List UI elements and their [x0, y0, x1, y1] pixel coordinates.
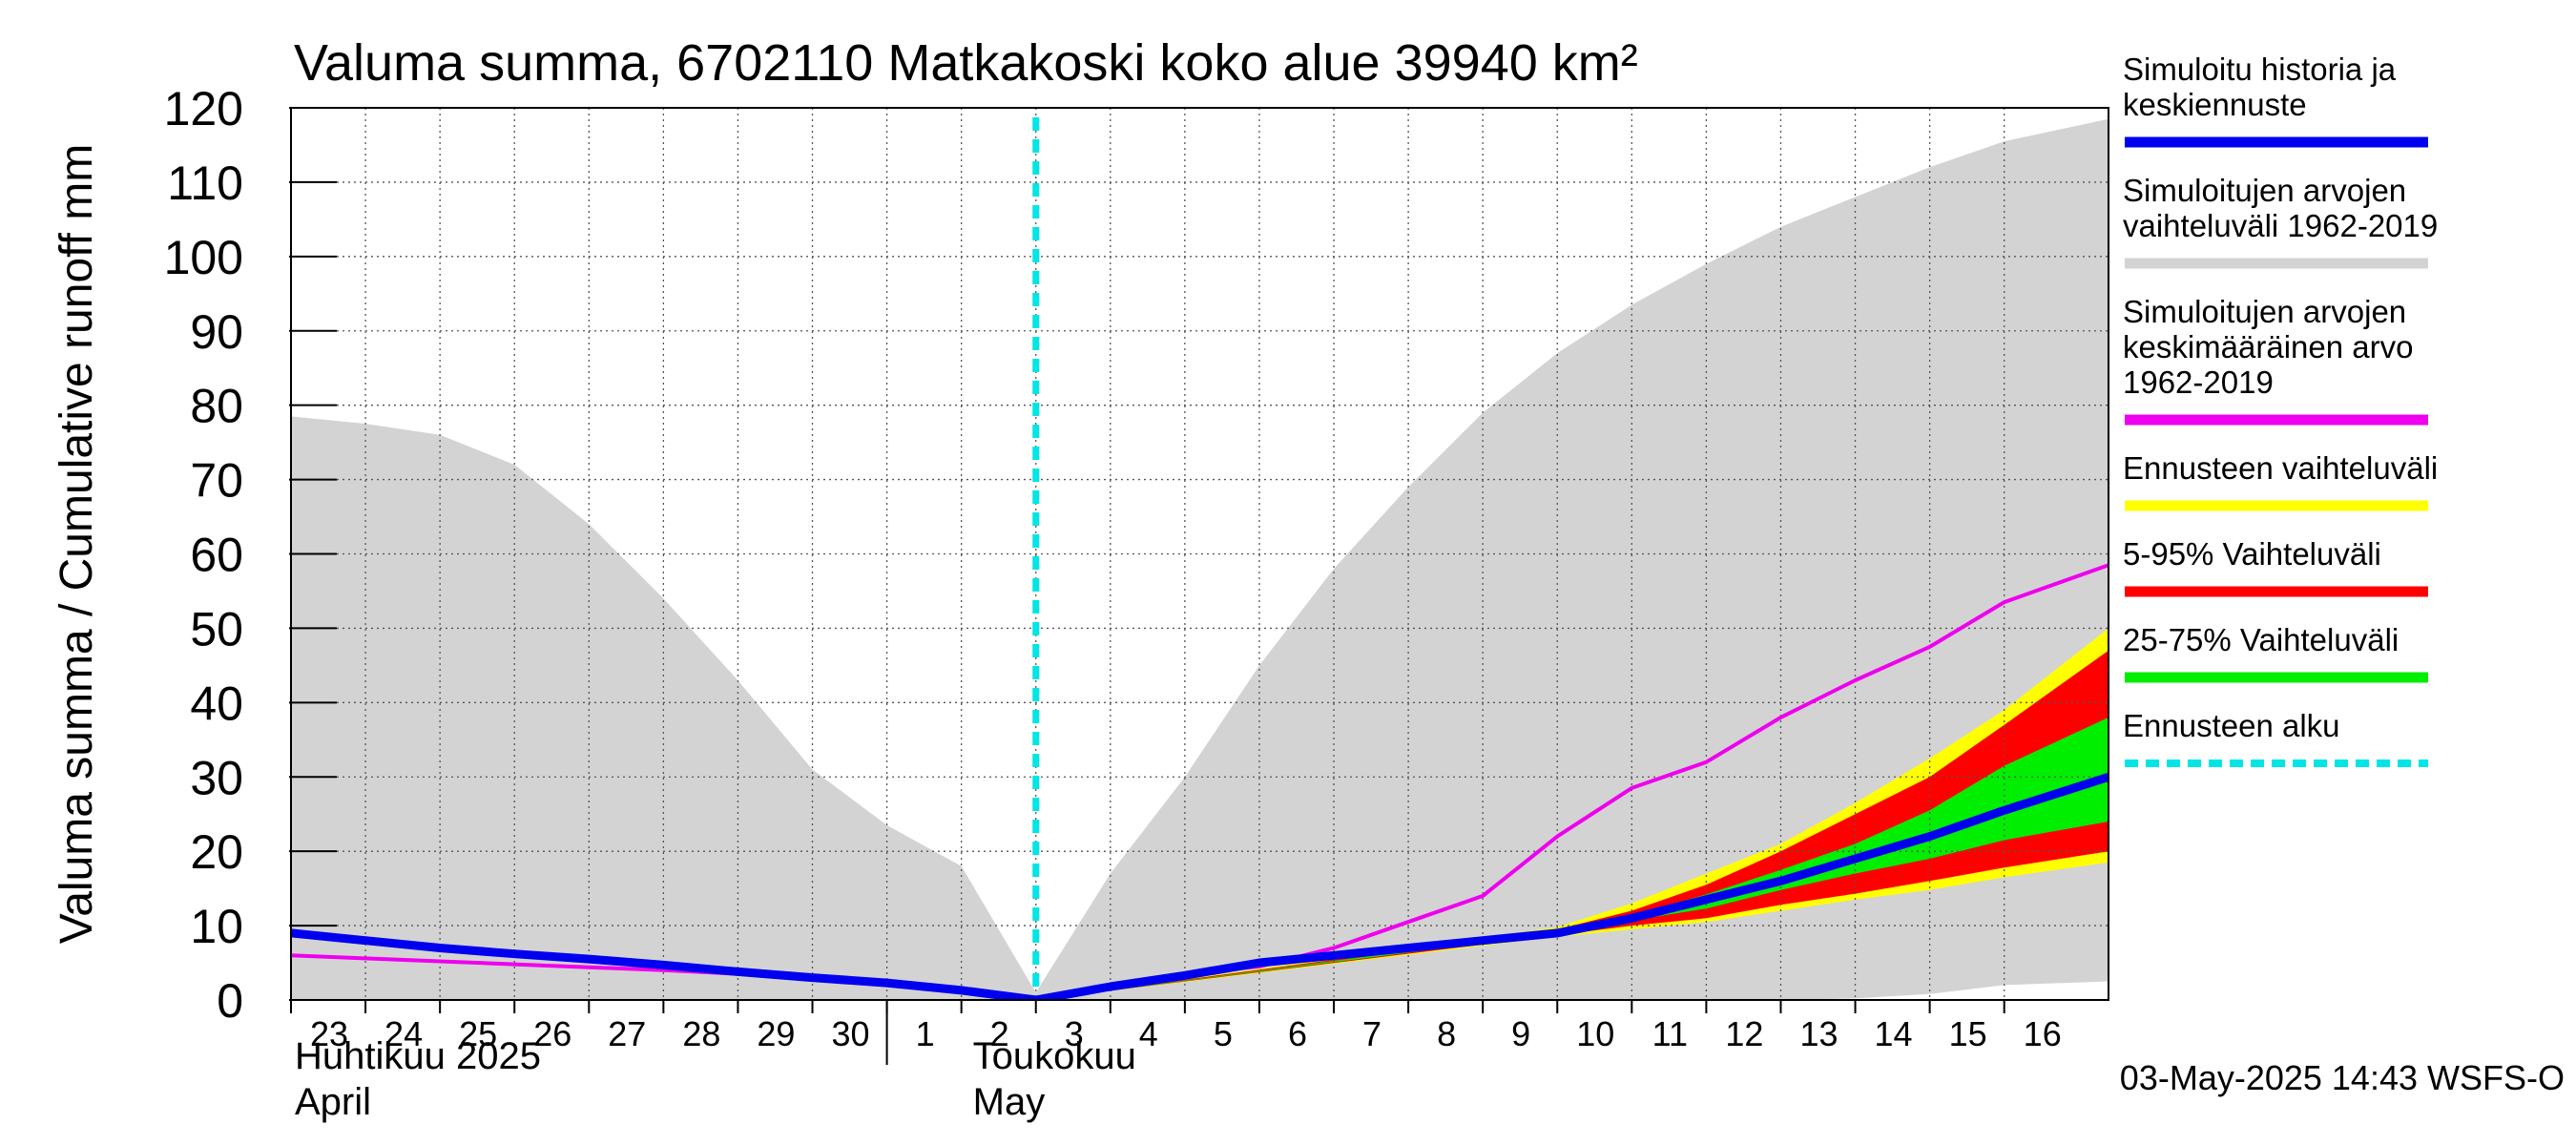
y-tick-label: 110 — [167, 156, 243, 210]
x-tick-label: 28 — [682, 1014, 720, 1053]
x-tick-label: 10 — [1576, 1014, 1614, 1053]
y-tick-label: 80 — [190, 380, 243, 433]
legend-label: Ennusteen vaihteluväli — [2123, 450, 2438, 486]
y-tick-label: 30 — [190, 751, 243, 804]
y-tick-label: 60 — [190, 529, 243, 582]
plot-area — [291, 108, 2109, 1000]
legend-item-6: Ennusteen alku — [2123, 708, 2428, 767]
x-tick-label: 6 — [1288, 1014, 1307, 1053]
x-tick-label: 1 — [916, 1014, 935, 1053]
x-tick-label: 16 — [2024, 1014, 2062, 1053]
x-tick-label: 7 — [1362, 1014, 1381, 1053]
y-tick-label: 10 — [190, 900, 243, 953]
y-tick-label: 120 — [164, 82, 243, 135]
month-label-en: May — [973, 1081, 1046, 1123]
legend-item-5: 25-75% Vaihteluväli — [2123, 622, 2428, 683]
y-tick-label: 70 — [190, 454, 243, 508]
y-axis-label: Valuma summa / Cumulative runoff mm — [52, 144, 102, 945]
chart-title: Valuma summa, 6702110 Matkakoski koko al… — [294, 34, 1638, 92]
x-tick-label: 8 — [1437, 1014, 1456, 1053]
legend-label: Simuloitu historia ja — [2123, 52, 2397, 87]
x-tick-label: 27 — [608, 1014, 646, 1053]
y-tick-label: 90 — [190, 305, 243, 359]
x-tick-label: 11 — [1652, 1014, 1688, 1053]
legend-item-4: 5-95% Vaihteluväli — [2123, 536, 2428, 597]
legend-label: Simuloitujen arvojen — [2123, 294, 2406, 329]
y-tick-label: 20 — [190, 825, 243, 879]
y-tick-label: 50 — [190, 602, 243, 656]
x-tick-label: 23 — [310, 1014, 348, 1053]
x-tick-label: 25 — [459, 1014, 497, 1053]
legend-label: 5-95% Vaihteluväli — [2123, 536, 2381, 572]
month-label-fi: Huhtikuu 2025 — [295, 1035, 541, 1077]
legend-label: keskiennuste — [2123, 87, 2307, 122]
y-tick-label: 0 — [217, 974, 243, 1028]
series-line-1 — [291, 773, 2109, 1000]
x-tick-label: 24 — [384, 1014, 423, 1053]
x-tick-label: 3 — [1065, 1014, 1084, 1053]
x-tick-label: 9 — [1511, 1014, 1530, 1053]
y-tick-label: 100 — [164, 231, 243, 284]
legend-item-3: Ennusteen vaihteluväli — [2123, 450, 2438, 511]
x-tick-label: 4 — [1139, 1014, 1158, 1053]
y-tick-label: 40 — [190, 677, 243, 730]
x-tick-label: 2 — [990, 1014, 1009, 1053]
legend-label: keskimääräinen arvo — [2123, 329, 2413, 364]
plot-content — [291, 108, 2109, 1000]
legend: Simuloitu historia jakeskiennusteSimuloi… — [2123, 52, 2438, 767]
x-tick-label: 26 — [533, 1014, 571, 1053]
x-tick-label: 12 — [1725, 1014, 1763, 1053]
band-3 — [1035, 717, 2109, 1000]
legend-label: vaihteluväli 1962-2019 — [2123, 208, 2438, 243]
timestamp-footer: 03-May-2025 14:43 WSFS-O — [2120, 1058, 2565, 1097]
x-tick-label: 5 — [1214, 1014, 1233, 1053]
legend-label: 1962-2019 — [2123, 364, 2274, 400]
x-tick-label: 30 — [831, 1014, 869, 1053]
x-tick-label: 29 — [757, 1014, 795, 1053]
month-label-en: April — [295, 1081, 371, 1123]
x-tick-label: 15 — [1949, 1014, 1987, 1053]
legend-label: 25-75% Vaihteluväli — [2123, 622, 2399, 657]
legend-label: Simuloitujen arvojen — [2123, 173, 2406, 208]
x-tick-label: 14 — [1875, 1014, 1913, 1053]
month-label-fi: Toukokuu — [973, 1035, 1136, 1077]
x-tick-label: 13 — [1799, 1014, 1838, 1053]
legend-label: Ennusteen alku — [2123, 708, 2340, 743]
